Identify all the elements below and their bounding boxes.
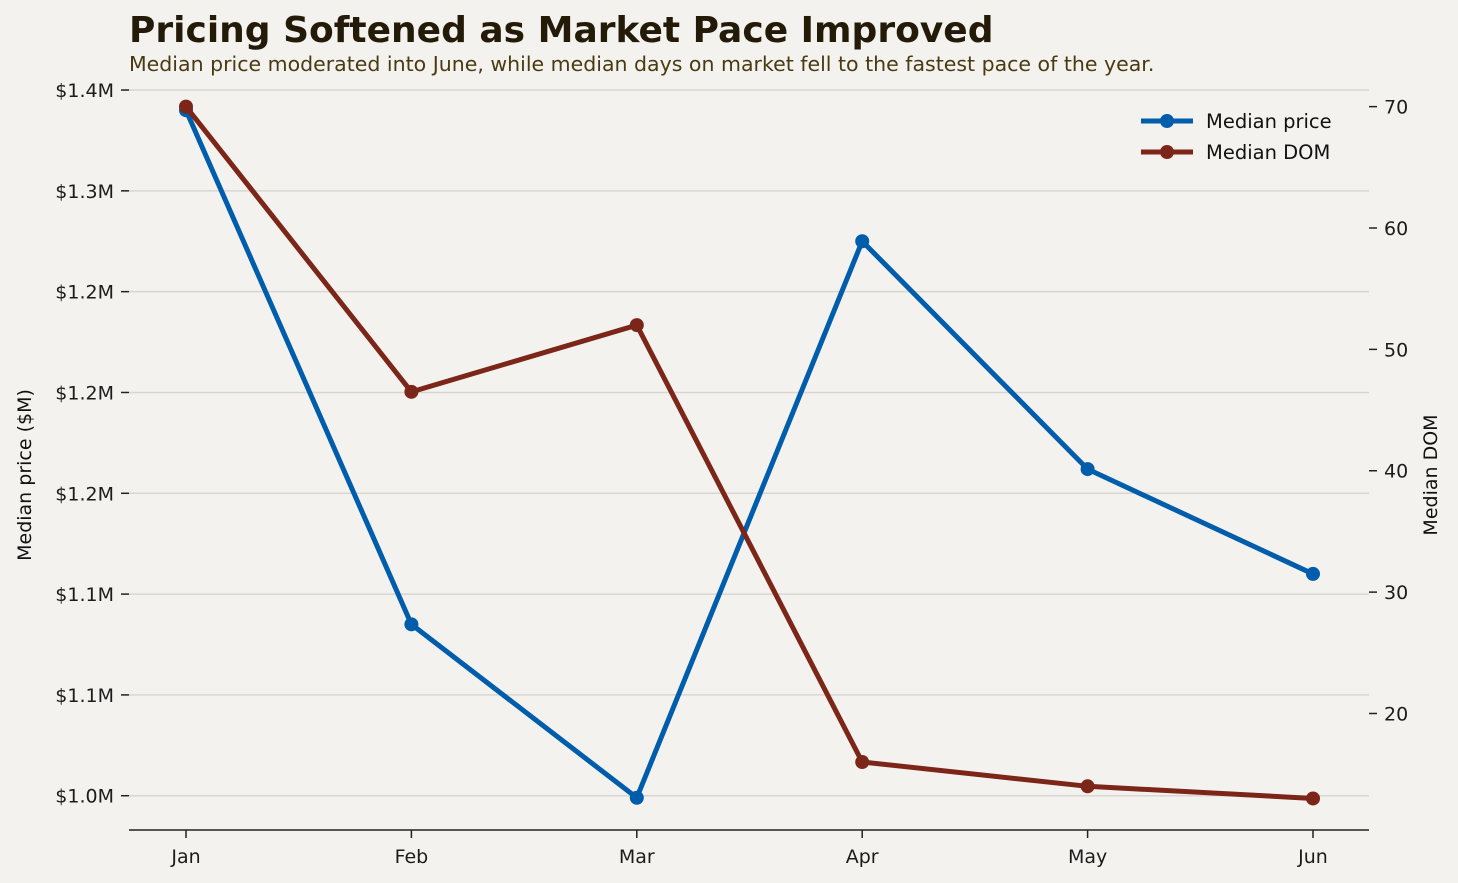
x-tick-label: Mar (619, 846, 655, 868)
median-dom-point (1306, 791, 1320, 806)
x-tick-label: Feb (395, 846, 429, 868)
chart-title: Pricing Softened as Market Pace Improved (129, 10, 994, 51)
y-left-axis-label: Median price ($M) (14, 389, 36, 561)
y-left-tick-label: $1.2M (55, 382, 114, 404)
median-price-point (1306, 566, 1320, 581)
series-median-dom (179, 99, 1320, 806)
median-price-point (404, 617, 419, 632)
axes: $1.0M $1.1M $1.1M $1.2M $1.2M $1.2M $1.3M $1.4M… (14, 80, 1442, 868)
y-left-tick-label: $1.0M (55, 786, 114, 808)
median-price-point (629, 790, 644, 805)
y-left-tick-label: $1.1M (55, 584, 114, 606)
y-right-axis-label: Median DOM (1420, 414, 1442, 535)
median-dom-point (404, 384, 419, 399)
legend-item-median-price: Median price (1141, 110, 1332, 133)
x-tick-label: Jun (1297, 846, 1328, 868)
y-right-tick-label: 60 (1384, 218, 1408, 240)
legend: Median price Median DOM (1141, 110, 1332, 164)
y-left-tick-label: $1.4M (55, 80, 114, 102)
legend-item-median-dom: Median DOM (1141, 141, 1330, 164)
y-left-tick-label: $1.1M (55, 685, 114, 707)
median-dom-point (855, 755, 870, 770)
gridlines (129, 89, 1369, 797)
legend-label: Median price (1206, 110, 1332, 133)
legend-swatch-marker (1160, 145, 1174, 159)
median-price-point (1080, 462, 1095, 477)
x-tick-label: May (1068, 846, 1107, 868)
y-right-tick-label: 50 (1384, 339, 1408, 361)
y-right-tick-label: 20 (1384, 703, 1408, 725)
median-price-line (183, 107, 1316, 801)
median-dom-point (1080, 779, 1095, 794)
y-right-tick-label: 70 (1384, 97, 1408, 119)
legend-swatch-marker (1160, 114, 1174, 128)
median-dom-point (629, 318, 644, 333)
series-median-price (179, 103, 1320, 805)
median-price-point (855, 234, 870, 249)
median-dom-line (183, 104, 1316, 801)
y-right-tick-label: 40 (1384, 461, 1408, 483)
chart-subtitle: Median price moderated into June, while … (129, 52, 1155, 76)
x-tick-label: Apr (846, 846, 879, 868)
legend-label: Median DOM (1206, 141, 1330, 164)
y-left-tick-label: $1.3M (55, 181, 114, 203)
series-lines (179, 99, 1320, 806)
y-left-tick-label: $1.2M (55, 483, 114, 505)
median-dom-point (179, 99, 193, 114)
x-tick-label: Jan (170, 846, 200, 868)
y-left-tick-label: $1.2M (55, 282, 114, 304)
y-right-tick-label: 30 (1384, 582, 1408, 604)
